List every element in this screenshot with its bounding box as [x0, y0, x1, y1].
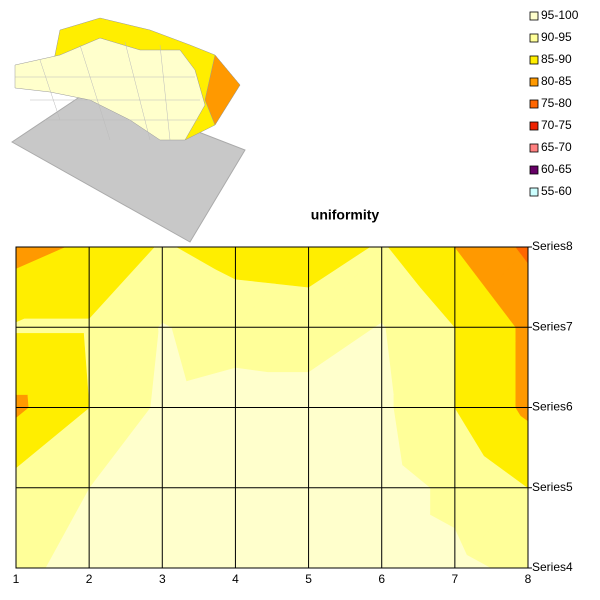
legend-label: 55-60 — [541, 184, 572, 198]
legend-label: 70-75 — [541, 118, 572, 132]
contour-region — [515, 326, 529, 408]
legend: 95-100 90-95 85-90 80-85 75-80 70-75 65-70 60-6… — [529, 8, 579, 198]
legend-swatch — [529, 121, 539, 131]
surface-thumbnail — [11, 17, 246, 243]
x-tick-label: 7 — [452, 572, 459, 586]
legend-swatch — [529, 143, 539, 153]
plot-border — [15, 246, 529, 569]
x-tick-label: 4 — [232, 572, 239, 586]
legend-label: 80-85 — [541, 74, 572, 88]
surface — [204, 54, 241, 126]
x-tick-label: 1 — [13, 572, 20, 586]
legend-swatch — [529, 99, 539, 109]
y-tick-label: Series4 — [532, 560, 573, 574]
legend-label: 60-65 — [541, 162, 572, 176]
y-tick-label: Series8 — [532, 239, 573, 253]
legend-label: 90-95 — [541, 30, 572, 44]
y-tick-label: Series6 — [532, 400, 573, 414]
legend-label: 95-100 — [541, 8, 579, 22]
chart-title: uniformity — [311, 207, 380, 223]
surface — [14, 37, 206, 141]
legend-swatch — [529, 77, 539, 87]
legend-swatch — [529, 55, 539, 65]
x-tick-label: 6 — [378, 572, 385, 586]
x-tick-label: 3 — [159, 572, 166, 586]
legend-swatch — [529, 11, 539, 21]
y-tick-label: Series7 — [532, 319, 573, 333]
y-tick-label: Series5 — [532, 480, 573, 494]
surface-mesh — [15, 41, 200, 141]
legend-label: 65-70 — [541, 140, 572, 154]
legend-label: 85-90 — [541, 52, 572, 66]
x-tick-label: 2 — [86, 572, 93, 586]
contour-region — [15, 326, 90, 334]
contour-region — [15, 318, 90, 328]
legend-swatch — [529, 33, 539, 43]
legend-label: 75-80 — [541, 96, 572, 110]
x-tick-label: 5 — [305, 572, 312, 586]
x-tick-label: 8 — [525, 572, 532, 586]
legend-swatch — [529, 187, 539, 197]
legend-swatch — [529, 165, 539, 175]
